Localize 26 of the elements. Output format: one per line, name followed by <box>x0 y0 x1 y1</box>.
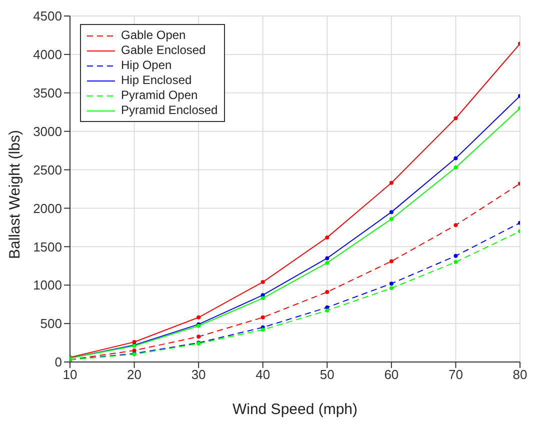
x-tick-label: 50 <box>320 367 334 382</box>
y-tick-label: 3500 <box>33 86 62 101</box>
legend-label: Pyramid Enclosed <box>121 103 218 118</box>
legend-label: Hip Enclosed <box>121 73 192 88</box>
legend-label: Gable Open <box>121 28 186 43</box>
x-tick-label: 40 <box>256 367 270 382</box>
x-tick-label: 20 <box>127 367 142 382</box>
x-tick-label: 60 <box>384 367 399 382</box>
y-tick-label: 500 <box>40 316 62 332</box>
y-tick-label: 1500 <box>33 239 62 254</box>
x-axis-title: Wind Speed (mph) <box>232 401 358 418</box>
y-tick-label: 4000 <box>33 47 62 62</box>
y-axis-title: Ballast Weight (lbs) <box>6 130 24 259</box>
legend-label: Hip Open <box>121 58 172 73</box>
x-tick-label: 80 <box>512 367 528 382</box>
x-tick-label: 10 <box>62 367 78 382</box>
y-tick-label: 0 <box>54 354 62 370</box>
y-tick-label: 2000 <box>33 200 62 216</box>
y-tick-label: 3000 <box>33 124 62 139</box>
y-tick-label: 2500 <box>33 162 62 178</box>
x-tick-label: 70 <box>448 367 463 382</box>
legend-label: Pyramid Open <box>121 88 198 103</box>
y-tick-label: 4500 <box>33 8 62 24</box>
y-tick-label: 1000 <box>33 278 62 293</box>
x-tick-label: 30 <box>191 367 206 382</box>
legend-label: Gable Enclosed <box>121 43 206 58</box>
